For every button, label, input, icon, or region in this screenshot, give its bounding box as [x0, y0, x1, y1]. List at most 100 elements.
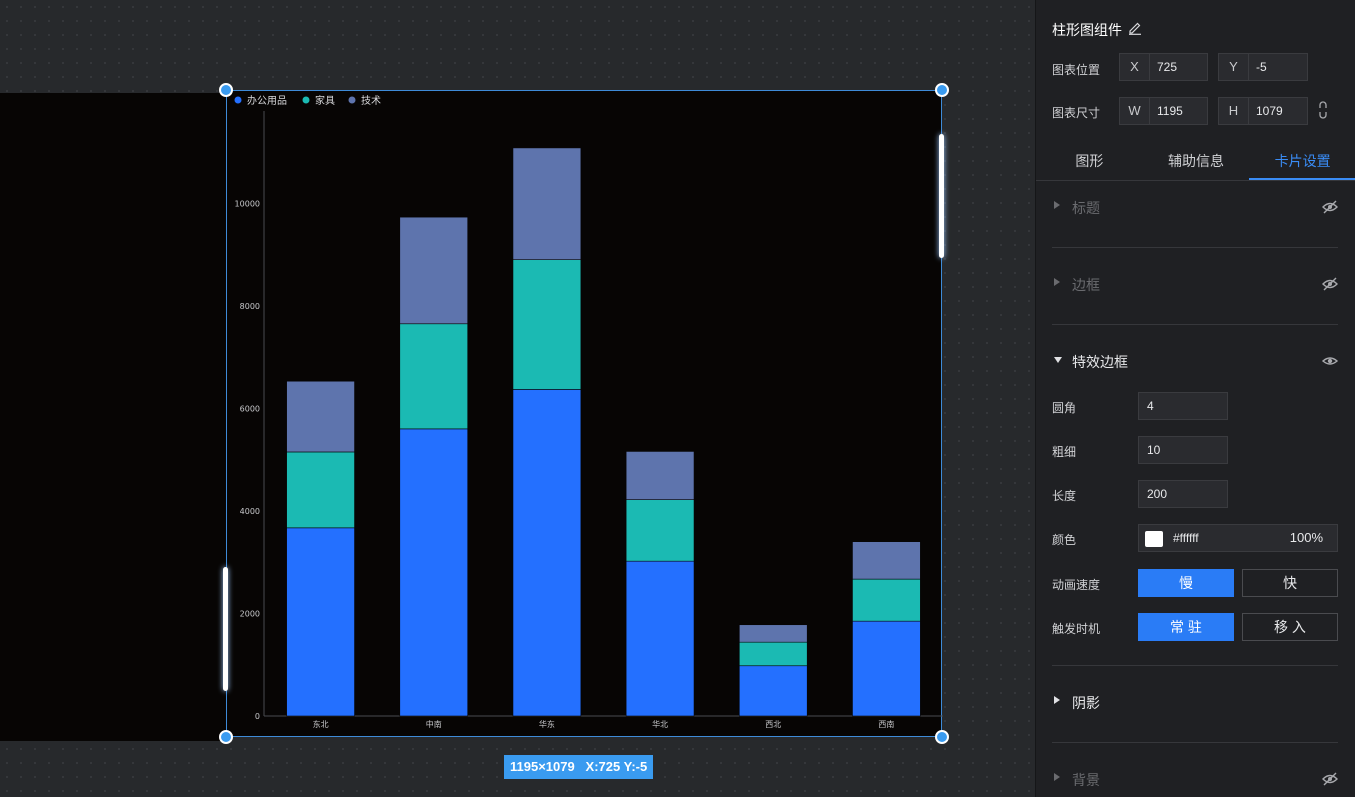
effect-border-glow-left	[223, 567, 228, 691]
bar-segment	[399, 216, 469, 325]
color-opacity-value[interactable]: 100%	[1289, 530, 1323, 545]
legend-label: 办公用品	[247, 94, 287, 107]
bar-segment	[852, 541, 921, 580]
divider	[1052, 665, 1338, 666]
x-tick-label: 西北	[765, 720, 781, 729]
resize-handle-top-right[interactable]	[935, 83, 949, 97]
section-effect-border[interactable]: 特效边框	[1052, 349, 1338, 373]
section-border[interactable]: 边框	[1052, 272, 1338, 296]
panel-tabs: 图形 辅助信息 卡片设置	[1036, 141, 1355, 181]
collapse-arrow-icon	[1054, 357, 1062, 363]
color-swatch[interactable]	[1145, 531, 1163, 547]
length-input[interactable]: 200	[1138, 480, 1228, 508]
bar-segment	[852, 578, 921, 622]
properties-panel: 柱形图组件 图表位置 X 725 Y -5 图表尺寸 W 1195 H 1079…	[1035, 0, 1355, 797]
section-title[interactable]: 标题	[1052, 195, 1338, 219]
bar-segment	[512, 147, 582, 260]
resize-handle-bottom-right[interactable]	[935, 730, 949, 744]
legend-marker	[348, 96, 356, 104]
bar-segment	[625, 451, 695, 500]
y-key: Y	[1219, 54, 1249, 80]
expand-arrow-icon	[1054, 696, 1060, 704]
section-background[interactable]: 背景	[1052, 767, 1338, 791]
eye-visible-icon[interactable]	[1322, 353, 1338, 369]
tab-card-settings[interactable]: 卡片设置	[1249, 141, 1355, 180]
x-tick-label: 东北	[313, 719, 329, 729]
bar-segment	[625, 499, 695, 562]
aspect-lock-icon[interactable]	[1316, 101, 1330, 119]
bar-segment	[286, 527, 355, 717]
section-border-label: 边框	[1072, 277, 1100, 293]
x-tick-label: 华北	[652, 719, 668, 729]
bar-segment	[286, 451, 355, 529]
h-value[interactable]: 1079	[1256, 104, 1283, 118]
bar-chart: 办公用品 家具 技术 0 2000 4000 6000 8000 10000 东北 中南 华东 华北 西北…	[234, 94, 943, 729]
w-value[interactable]: 1195	[1157, 104, 1183, 118]
effect-border-glow-right	[939, 134, 944, 258]
resize-handle-top-left[interactable]	[219, 83, 233, 97]
length-label: 长度	[1052, 489, 1077, 503]
y-tick-label: 2000	[240, 609, 260, 618]
bar-segment	[625, 560, 695, 717]
y-tick-label: 6000	[240, 404, 260, 413]
section-effect-border-label: 特效边框	[1072, 354, 1128, 370]
width-input[interactable]: W 1195	[1119, 97, 1208, 125]
bar-segment	[512, 259, 582, 390]
color-label: 颜色	[1052, 533, 1077, 547]
w-key: W	[1120, 98, 1150, 124]
thickness-label: 粗细	[1052, 445, 1077, 459]
color-hex-value[interactable]: #ffffff	[1173, 531, 1199, 545]
size-position-badge: 1195×1079 X:725 Y:-5	[504, 755, 654, 779]
size-label: 图表尺寸	[1052, 106, 1101, 120]
color-picker[interactable]: #ffffff 100%	[1138, 524, 1338, 552]
section-background-label: 背景	[1072, 772, 1100, 788]
trigger-always-button[interactable]: 常 驻	[1138, 613, 1234, 641]
y-value[interactable]: -5	[1256, 60, 1267, 74]
resize-handle-bottom-left[interactable]	[219, 730, 233, 744]
trigger-hover-button[interactable]: 移 入	[1242, 613, 1338, 641]
height-input[interactable]: H 1079	[1218, 97, 1308, 125]
eye-hidden-icon[interactable]	[1322, 276, 1338, 292]
expand-arrow-icon	[1054, 278, 1060, 286]
x-value[interactable]: 725	[1157, 60, 1178, 74]
section-shadow-label: 阴影	[1072, 695, 1100, 711]
bar-segment	[852, 620, 921, 717]
x-tick-label: 中南	[426, 719, 442, 729]
y-position-input[interactable]: Y -5	[1218, 53, 1308, 81]
y-tick-label: 0	[255, 712, 260, 721]
bar-segment	[738, 624, 808, 643]
divider	[1052, 742, 1338, 743]
y-tick-label: 4000	[240, 507, 260, 516]
thickness-input[interactable]: 10	[1138, 436, 1228, 464]
legend-label: 技术	[361, 94, 381, 107]
bar-chart-component[interactable]: 办公用品 家具 技术 0 2000 4000 6000 8000 10000 东北 中南 华东 华北 西北…	[226, 90, 943, 737]
bar-segment	[738, 665, 808, 717]
x-position-input[interactable]: X 725	[1119, 53, 1208, 81]
bar-segment	[286, 380, 355, 453]
radius-label: 圆角	[1052, 401, 1077, 415]
tab-auxiliary-info[interactable]: 辅助信息	[1168, 153, 1224, 169]
x-tick-label: 西南	[878, 719, 894, 729]
y-tick-label: 8000	[240, 302, 260, 311]
x-tick-label: 华东	[539, 719, 555, 729]
eye-hidden-icon[interactable]	[1322, 199, 1338, 215]
bar-segment	[738, 641, 808, 667]
panel-title: 柱形图组件	[1052, 22, 1122, 38]
legend-label: 家具	[315, 94, 335, 107]
tab-graphic[interactable]: 图形	[1075, 153, 1104, 169]
x-key: X	[1120, 54, 1150, 80]
h-key: H	[1219, 98, 1249, 124]
speed-fast-button[interactable]: 快	[1242, 569, 1338, 597]
legend-marker	[234, 96, 242, 104]
editor-canvas[interactable]: 办公用品 家具 技术 0 2000 4000 6000 8000 10000 东北 中南 华东 华北 西北…	[0, 0, 1035, 797]
bar-segment	[399, 323, 469, 430]
radius-input[interactable]: 4	[1138, 392, 1228, 420]
canvas-background-band	[0, 93, 226, 741]
section-shadow[interactable]: 阴影	[1052, 690, 1338, 714]
expand-arrow-icon	[1054, 773, 1060, 781]
speed-slow-button[interactable]: 慢	[1138, 569, 1234, 597]
divider	[1052, 247, 1338, 248]
legend-marker	[302, 96, 310, 104]
eye-hidden-icon[interactable]	[1322, 771, 1338, 787]
edit-icon[interactable]	[1128, 21, 1142, 35]
